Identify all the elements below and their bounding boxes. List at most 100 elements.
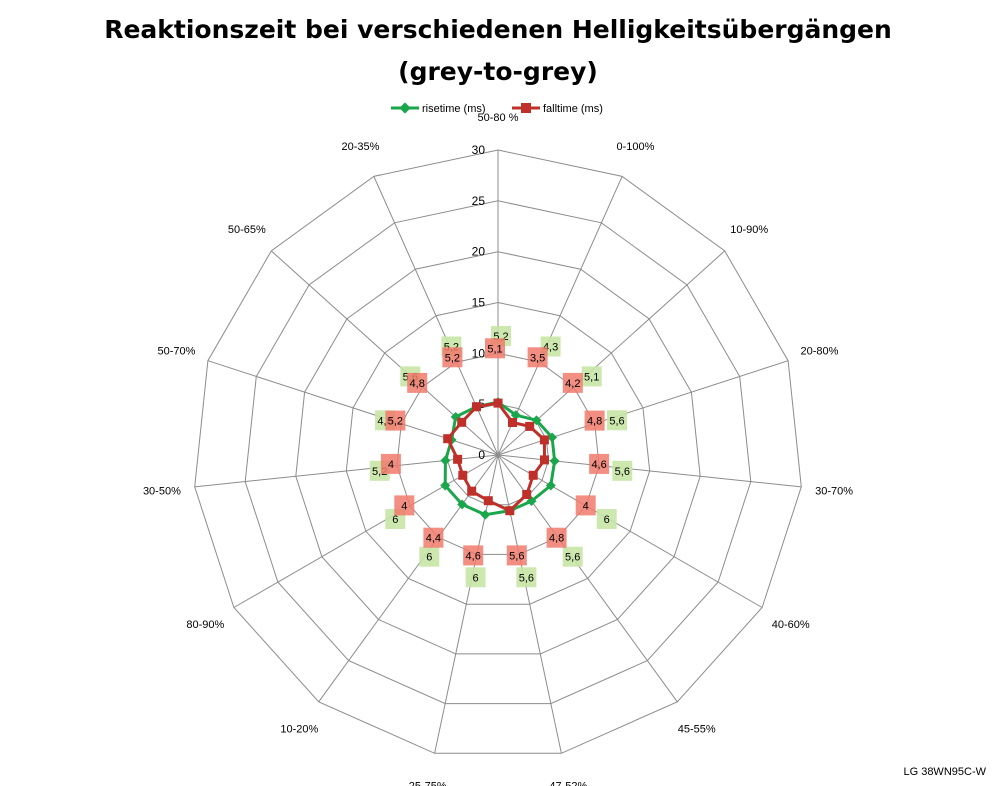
data-label: 4,8 xyxy=(587,416,602,428)
data-label: 5,2 xyxy=(445,352,460,364)
grid-spoke xyxy=(233,454,499,608)
legend: risetime (ms) falltime (ms) xyxy=(391,102,603,115)
grid-spoke xyxy=(318,454,499,703)
data-label: 4,8 xyxy=(549,533,564,545)
data-label: 4 xyxy=(583,500,589,512)
series-line xyxy=(443,400,557,517)
chart-title: Reaktionszeit bei verschiedenen Helligke… xyxy=(104,15,892,44)
data-labels: 5,24,35,15,65,665,65,66665,24,85,65,25,1… xyxy=(369,326,633,588)
data-point xyxy=(539,435,549,445)
grid-spoke xyxy=(497,176,623,456)
legend-item-falltime: falltime (ms) xyxy=(512,103,603,115)
data-label-box xyxy=(527,347,548,368)
data-label: 4,8 xyxy=(410,378,425,390)
data-label-box xyxy=(562,372,583,393)
category-label: 30-70% xyxy=(815,485,853,497)
data-point xyxy=(547,432,558,443)
data-point xyxy=(472,402,481,412)
legend-risetime-label: risetime (ms) xyxy=(422,103,486,115)
category-label: 20-35% xyxy=(342,141,380,153)
data-label: 3,5 xyxy=(530,352,545,364)
data-point xyxy=(493,398,503,408)
data-label-box xyxy=(607,410,627,431)
grid-spoke xyxy=(497,454,763,608)
series-line xyxy=(446,401,546,513)
data-point xyxy=(483,496,493,506)
data-point xyxy=(440,455,451,466)
grid-ring xyxy=(295,251,701,655)
data-point xyxy=(528,470,538,480)
data-point xyxy=(480,509,491,520)
data-point xyxy=(453,454,463,464)
data-label: 4,6 xyxy=(591,459,606,471)
grid-spoke xyxy=(194,454,499,488)
data-label: 6 xyxy=(392,514,398,526)
data-point xyxy=(443,434,453,444)
data-label-box xyxy=(419,546,440,567)
data-point xyxy=(525,421,535,431)
data-label-box xyxy=(612,460,633,481)
data-label: 5,6 xyxy=(519,572,534,584)
data-point xyxy=(540,455,549,465)
category-label: 40-60% xyxy=(772,619,810,631)
grid-ring xyxy=(194,149,802,754)
data-point xyxy=(458,470,468,480)
grid-ring xyxy=(244,200,752,705)
data-label-box xyxy=(407,372,428,393)
data-label: 5,1 xyxy=(584,371,599,383)
category-label: 20-80% xyxy=(801,346,839,358)
data-label-box xyxy=(581,366,602,387)
data-label: 5,6 xyxy=(615,466,630,478)
series-layer xyxy=(440,397,560,520)
category-label: 0-100% xyxy=(617,141,655,153)
tick-label: 0 xyxy=(478,448,485,462)
data-label-box xyxy=(562,546,583,567)
chart-subtitle: (grey-to-grey) xyxy=(398,57,598,86)
data-label: 5,6 xyxy=(565,552,580,564)
data-label: 5,2 xyxy=(388,416,403,428)
data-label: 6 xyxy=(426,552,432,564)
category-label: 50-70% xyxy=(158,346,196,358)
data-label-box xyxy=(380,453,401,474)
category-label: 80-90% xyxy=(186,619,224,631)
category-label: 50-80 % xyxy=(478,112,519,124)
data-label-box xyxy=(423,527,444,548)
data-label: 6 xyxy=(473,572,479,584)
category-label: 10-20% xyxy=(280,723,318,735)
data-point xyxy=(508,418,517,427)
data-label: 4,2 xyxy=(565,378,580,390)
category-label: 10-90% xyxy=(730,224,768,236)
data-label-box xyxy=(485,338,505,359)
data-point xyxy=(457,499,468,510)
data-label-box xyxy=(589,453,610,474)
tick-label: 20 xyxy=(472,245,486,259)
data-label-box xyxy=(584,410,605,431)
data-point xyxy=(522,490,532,499)
category-label: 30-50% xyxy=(143,485,181,497)
tick-label: 25 xyxy=(472,194,486,208)
data-label-box xyxy=(394,495,415,516)
legend-item-risetime: risetime (ms) xyxy=(391,102,486,115)
data-point xyxy=(505,506,515,516)
category-label: 45-55% xyxy=(678,723,716,735)
data-point xyxy=(545,480,556,491)
legend-risetime-marker xyxy=(399,102,411,114)
data-label: 4 xyxy=(388,459,394,471)
data-point xyxy=(457,417,467,427)
category-labels: 50-80 % 0-100% 10-90% 20-80% 30-70% 40-60% 45-… xyxy=(143,112,853,786)
data-label: 5,6 xyxy=(609,415,624,427)
tick-label: 15 xyxy=(472,296,486,310)
data-label-box xyxy=(442,347,463,368)
data-label: 5,1 xyxy=(487,343,502,355)
data-label: 4 xyxy=(401,500,407,512)
tick-label: 10 xyxy=(472,346,486,360)
data-label-box xyxy=(463,545,484,566)
data-label-box xyxy=(596,509,617,529)
category-label: 25-75% xyxy=(409,781,447,786)
legend-falltime-label: falltime (ms) xyxy=(543,103,603,115)
data-label-box xyxy=(465,567,486,588)
data-point xyxy=(440,480,451,491)
data-label-box xyxy=(575,495,596,516)
